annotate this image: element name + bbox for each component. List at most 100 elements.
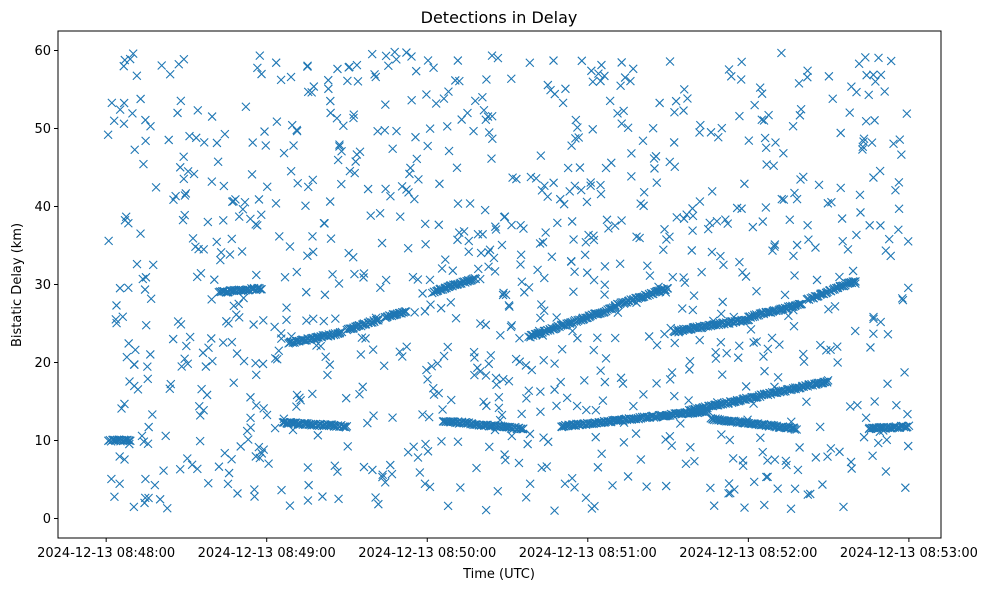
detection-point: [342, 421, 352, 431]
detection-point: [596, 180, 605, 190]
detection-point: [282, 315, 291, 325]
detection-point: [443, 501, 453, 511]
detection-point: [600, 377, 610, 387]
detection-point: [264, 459, 273, 469]
detection-point: [665, 411, 675, 420]
detection-point: [227, 197, 237, 207]
detection-point: [867, 138, 877, 147]
detection-point: [525, 58, 535, 68]
detection-point: [455, 483, 465, 492]
detection-point: [681, 459, 691, 469]
detection-point: [308, 314, 318, 324]
detection-point: [685, 356, 695, 366]
detection-point: [209, 275, 219, 285]
detection-point: [381, 184, 390, 194]
detection-point: [861, 116, 871, 126]
detection-point: [552, 218, 562, 228]
detection-point: [293, 420, 303, 430]
detection-point: [790, 188, 799, 198]
detection-point: [582, 197, 592, 207]
detection-point: [115, 479, 125, 489]
y-tick-label: 0: [43, 512, 51, 527]
detection-point: [225, 250, 235, 259]
detection-point: [192, 464, 202, 474]
detection-point: [615, 259, 625, 269]
detection-point: [403, 243, 413, 253]
detection-point: [270, 423, 280, 433]
detection-point: [371, 72, 381, 82]
detection-point: [427, 361, 437, 371]
detection-point: [325, 96, 335, 106]
x-axis: 2024-12-13 08:48:00 2024-12-13 08:49:00 20…: [37, 538, 978, 561]
detection-point: [588, 77, 598, 87]
detection-point: [337, 327, 347, 337]
detection-point: [332, 113, 342, 123]
detection-point: [302, 251, 312, 261]
detection-point: [771, 138, 780, 147]
detection-point: [258, 316, 268, 325]
detection-point: [336, 179, 346, 189]
detection-point: [425, 275, 435, 285]
detection-point: [128, 49, 138, 59]
detection-point: [899, 422, 909, 432]
detection-point: [271, 58, 281, 68]
detection-point: [437, 264, 447, 273]
detection-point: [356, 350, 366, 359]
detection-point: [335, 142, 344, 151]
detection-point: [722, 348, 732, 358]
detection-point: [707, 186, 717, 196]
detection-point: [605, 96, 615, 106]
detection-point: [216, 247, 226, 257]
detection-point: [679, 84, 689, 94]
detection-point: [860, 52, 870, 62]
detection-point: [405, 169, 414, 179]
detection-point: [381, 275, 391, 285]
detection-point: [850, 279, 860, 288]
detection-point: [759, 352, 768, 361]
detection-point: [287, 331, 296, 341]
detection-point: [761, 203, 771, 212]
detection-point: [272, 117, 282, 127]
detection-point: [619, 418, 629, 428]
detection-point: [617, 58, 627, 67]
detection-point: [712, 216, 722, 226]
detection-point: [894, 204, 904, 214]
detection-point: [454, 76, 464, 86]
detection-point: [845, 402, 855, 411]
detection-point: [136, 94, 146, 104]
detection-point: [556, 377, 566, 387]
detection-point: [468, 274, 478, 284]
detection-point: [193, 105, 203, 115]
detection-point: [586, 181, 596, 191]
detection-point: [900, 367, 909, 377]
y-tick-label: 20: [34, 356, 51, 371]
detection-point: [380, 477, 390, 487]
detection-point: [388, 413, 397, 422]
detection-point: [683, 94, 692, 103]
x-tick-label: 2024-12-13 08:49:00: [198, 546, 336, 561]
detection-point: [569, 287, 578, 297]
detection-point: [894, 178, 904, 187]
y-tick-label: 10: [34, 434, 51, 449]
detection-point: [301, 201, 310, 211]
detection-point: [861, 413, 871, 423]
detection-point: [563, 318, 573, 328]
detection-point: [144, 422, 154, 432]
detection-point: [769, 161, 779, 171]
detection-point: [159, 466, 168, 476]
detection-point: [558, 98, 568, 108]
detection-point: [550, 359, 559, 369]
detection-point: [241, 102, 251, 112]
detection-point: [493, 53, 503, 63]
y-tick-label: 40: [34, 200, 51, 215]
detection-point: [375, 208, 385, 218]
detection-point: [824, 71, 834, 81]
detection-point: [685, 442, 695, 452]
detection-point: [123, 218, 133, 228]
detection-point: [593, 462, 603, 472]
detection-point: [773, 372, 783, 382]
detection-point: [119, 119, 129, 129]
detection-point: [788, 305, 798, 315]
detection-point: [582, 268, 592, 278]
detection-point: [178, 215, 188, 225]
